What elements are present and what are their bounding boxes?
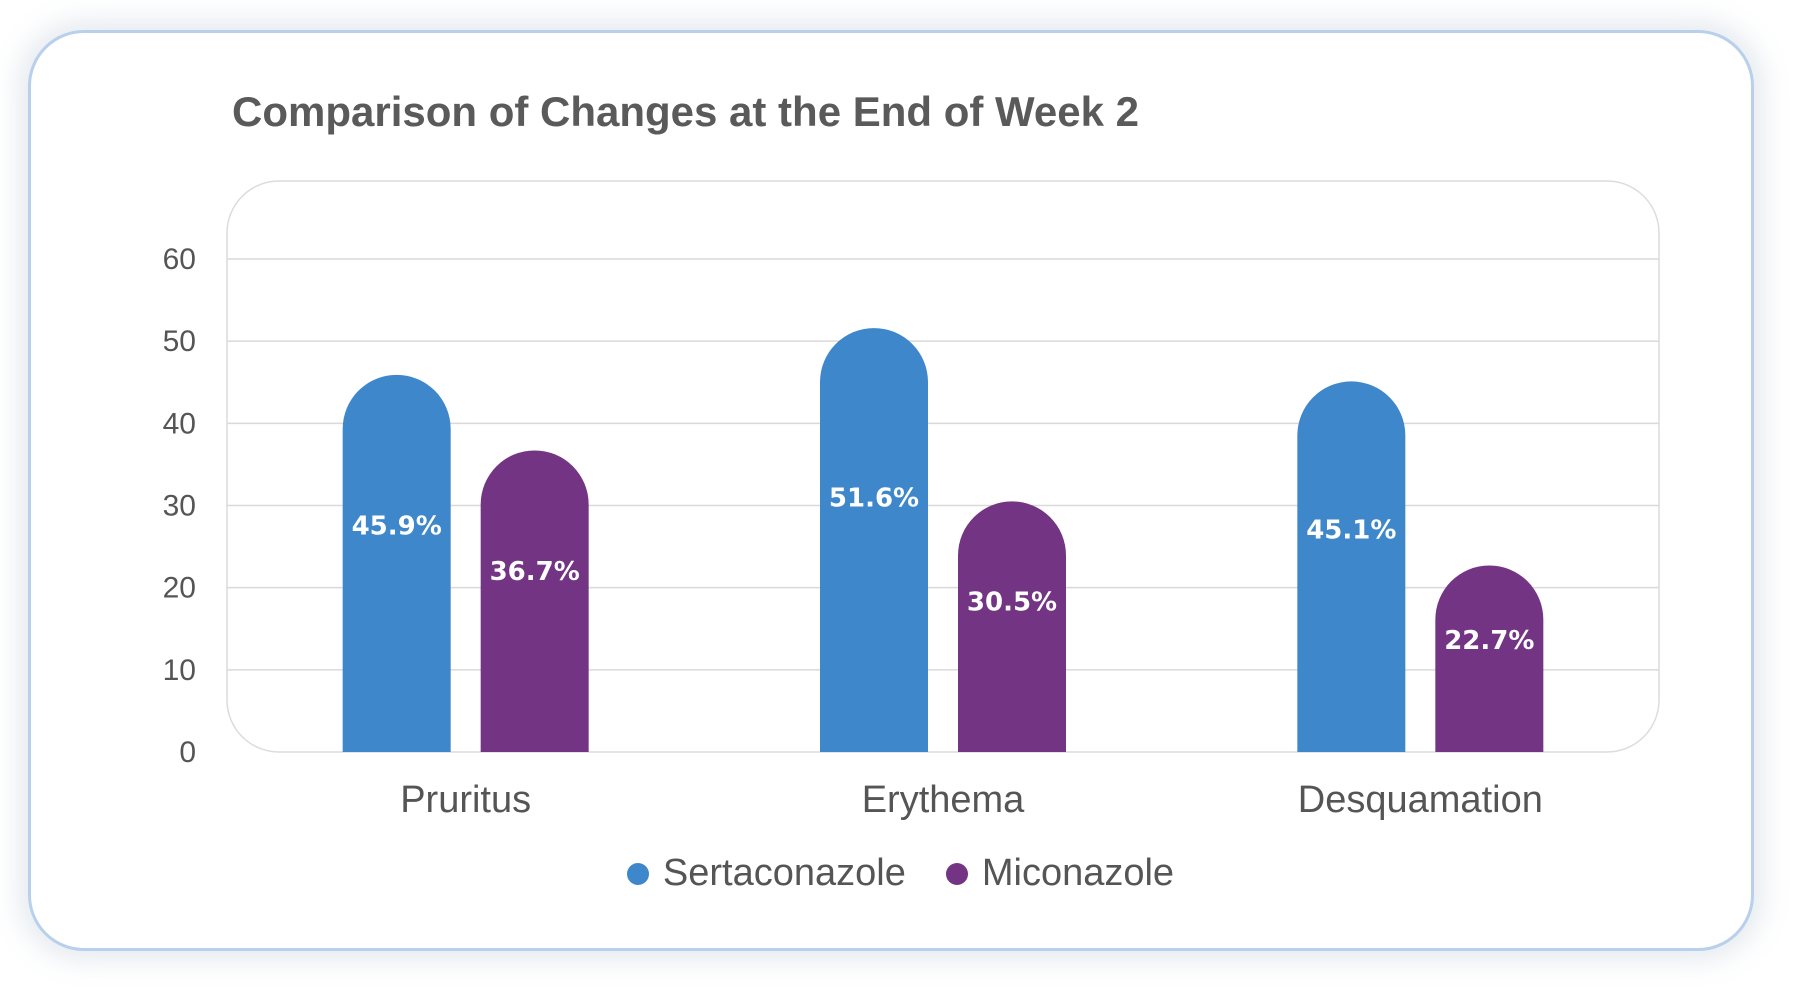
y-tick-label: 60 xyxy=(163,243,196,276)
plot-area-frame xyxy=(226,180,1660,753)
chart-title: Comparison of Changes at the End of Week… xyxy=(232,88,1140,135)
y-tick-label: 10 xyxy=(163,654,196,687)
data-label: 45.9% xyxy=(352,512,442,542)
y-tick-label: 0 xyxy=(179,736,196,769)
y-tick-label: 50 xyxy=(163,325,196,358)
legend-item-miconazole: Miconazole xyxy=(945,852,1175,895)
y-tick-label: 30 xyxy=(163,490,196,523)
legend-label-miconazole: Miconazole xyxy=(981,852,1175,894)
legend-label-sertaconazole: Sertaconazole xyxy=(662,852,906,894)
bar-miconazole-pruritus xyxy=(480,450,589,752)
data-label: 36.7% xyxy=(490,557,580,587)
bar-miconazole-erythema xyxy=(958,501,1066,752)
x-category-label: Erythema xyxy=(862,779,1025,821)
bar-miconazole-desquamation xyxy=(1435,565,1544,752)
x-category-label: Pruritus xyxy=(400,779,531,821)
y-tick-label: 20 xyxy=(163,572,196,605)
data-label: 45.1% xyxy=(1306,516,1396,546)
legend: Sertaconazole Miconazole xyxy=(0,852,1801,895)
legend-item-sertaconazole: Sertaconazole xyxy=(626,852,906,895)
x-category-label: Desquamation xyxy=(1298,779,1543,821)
legend-marker-sertaconazole xyxy=(626,862,649,885)
data-label: 30.5% xyxy=(967,588,1057,618)
data-label: 51.6% xyxy=(829,484,919,514)
data-label: 22.7% xyxy=(1444,626,1534,656)
bar-sertaconazole-desquamation xyxy=(1297,381,1406,752)
legend-marker-miconazole xyxy=(945,862,968,885)
bar-sertaconazole-pruritus xyxy=(342,374,451,752)
y-tick-label: 40 xyxy=(163,407,196,440)
bar-sertaconazole-erythema xyxy=(820,328,928,752)
